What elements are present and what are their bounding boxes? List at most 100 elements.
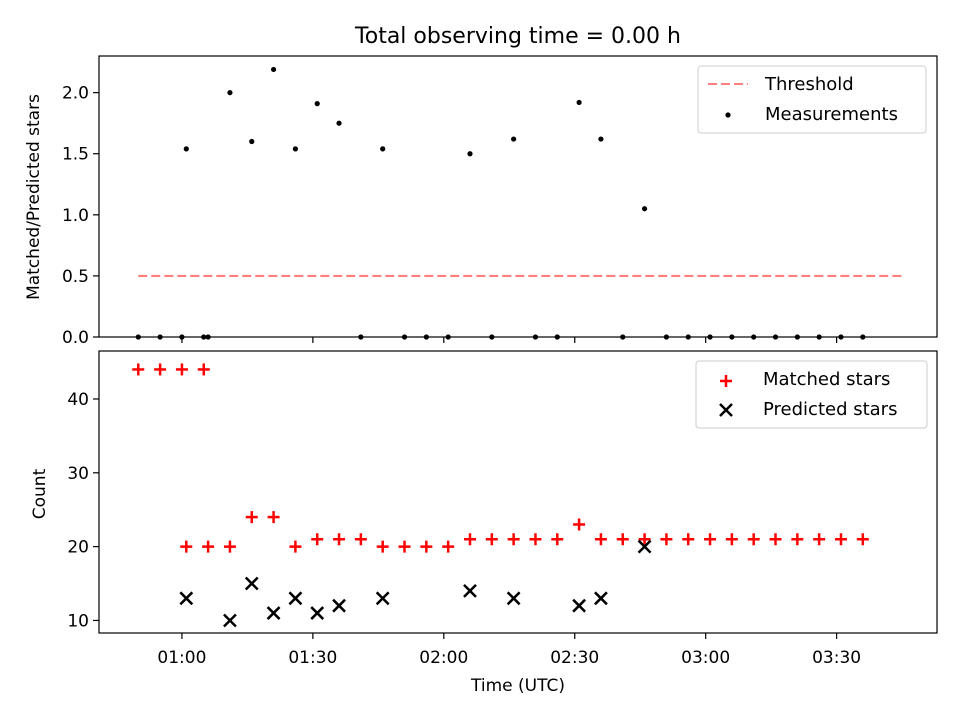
bottom-legend: Matched stars Predicted stars (695, 360, 928, 429)
legend-predicted-marker (719, 403, 733, 417)
legend-matched-label: Matched stars (763, 369, 890, 390)
bottom-x-ticks: 01:00 01:30 02:00 02:30 03:00 03:30 (157, 633, 861, 668)
matched-star-point (289, 540, 302, 553)
measurement-point (314, 101, 320, 107)
measurement-point (183, 146, 189, 152)
matched-star-point (154, 363, 167, 376)
legend-predicted-label: Predicted stars (763, 399, 897, 420)
matched-star-point (267, 511, 280, 524)
matched-star-point (769, 533, 782, 546)
predicted-star-point (332, 598, 346, 613)
bottom-y-tick-label: 20 (67, 538, 89, 558)
matched-star-point (813, 533, 826, 546)
matched-star-point (725, 533, 738, 546)
top-panel: 0.00.51.01.52.0 Matched/Predicted stars … (24, 55, 938, 348)
legend-measurements-marker (725, 112, 731, 118)
predicted-star-point (179, 591, 194, 606)
predicted-star-point (463, 584, 477, 598)
matched-star-point (616, 533, 629, 546)
measurement-point (249, 138, 255, 145)
measurement-point (292, 146, 299, 152)
predicted-star-point (506, 591, 521, 606)
measurement-point (467, 151, 473, 157)
matched-star-point (834, 533, 847, 546)
matched-star-point (245, 511, 258, 524)
matched-star-point (132, 363, 145, 376)
matched-star-point (682, 533, 695, 546)
predicted-star-point (572, 598, 586, 613)
x-tick-label: 02:00 (419, 648, 468, 668)
matched-star-point (175, 363, 188, 376)
matched-star-point (573, 518, 586, 531)
predicted-star-point (594, 591, 608, 606)
matched-star-point (202, 540, 215, 553)
bottom-y-tick-label: 40 (67, 390, 89, 410)
measurement-point (270, 66, 277, 73)
matched-star-point (398, 540, 411, 553)
matched-star-point (311, 533, 324, 546)
matched-star-point (420, 540, 433, 553)
measurement-point (641, 206, 648, 212)
measurement-point (598, 136, 604, 142)
matched-star-point (529, 533, 542, 546)
matched-star-point (704, 533, 717, 546)
legend-matched-marker (720, 375, 732, 387)
predicted-star-point (244, 576, 259, 591)
bottom-plot-marks (132, 363, 869, 628)
predicted-star-point (637, 539, 652, 554)
x-tick-label: 02:30 (550, 648, 599, 668)
x-tick-label: 03:30 (812, 648, 861, 668)
matched-star-point (507, 533, 520, 546)
bottom-y-axis-label: Count (30, 468, 50, 519)
matched-star-point (354, 533, 367, 546)
matched-star-point (660, 533, 673, 546)
matched-star-point (638, 533, 651, 546)
predicted-star-point (375, 591, 390, 606)
measurement-point (511, 136, 517, 142)
bottom-y-tick-label: 10 (67, 611, 89, 631)
x-tick-label: 01:30 (288, 648, 337, 668)
predicted-star-point (310, 606, 325, 620)
predicted-star-point (266, 606, 281, 620)
legend-measurements-label: Measurements (765, 104, 898, 125)
matched-star-point (463, 533, 476, 546)
top-y-tick-label: 0.5 (62, 267, 89, 287)
measurement-point (336, 120, 342, 126)
bottom-y-tick-label: 30 (67, 464, 89, 484)
matched-star-point (791, 533, 804, 546)
matched-star-point (376, 540, 389, 553)
top-axes-frame (98, 55, 938, 338)
chart-title: Total observing time = 0.00 h (354, 24, 681, 49)
bottom-legend-box (695, 360, 928, 429)
matched-star-point (551, 533, 564, 546)
top-y-tick-label: 2.0 (62, 84, 89, 104)
top-y-ticks: 0.0 0.5 1.0 1.5 2.0 (62, 84, 99, 348)
matched-star-point (856, 533, 869, 546)
bottom-y-ticks: 10 20 30 40 (67, 390, 99, 631)
top-y-tick-label: 1.5 (62, 145, 89, 165)
predicted-star-point (223, 613, 237, 628)
matched-star-point (180, 540, 193, 553)
matched-star-point (442, 540, 455, 553)
x-tick-label: 03:00 (681, 648, 730, 668)
matched-star-point (485, 533, 498, 546)
top-y-axis-label: Matched/Predicted stars (24, 94, 44, 300)
measurement-point (380, 146, 386, 152)
top-legend-box (697, 65, 927, 134)
bottom-axes-frame (98, 350, 938, 634)
legend-threshold-label: Threshold (764, 74, 854, 95)
x-axis-label: Time (UTC) (470, 676, 565, 696)
matched-star-point (223, 540, 236, 553)
predicted-star-point (288, 591, 303, 606)
measurement-point (227, 90, 233, 96)
x-tick-label: 01:00 (157, 648, 206, 668)
matched-star-point (333, 533, 346, 546)
matched-star-point (197, 363, 210, 376)
matched-star-point (747, 533, 760, 546)
top-legend: Threshold Measurements (697, 65, 927, 134)
top-y-tick-label: 1.0 (62, 206, 89, 226)
top-y-tick-label: 0.0 (62, 328, 89, 348)
matched-star-point (594, 533, 607, 546)
